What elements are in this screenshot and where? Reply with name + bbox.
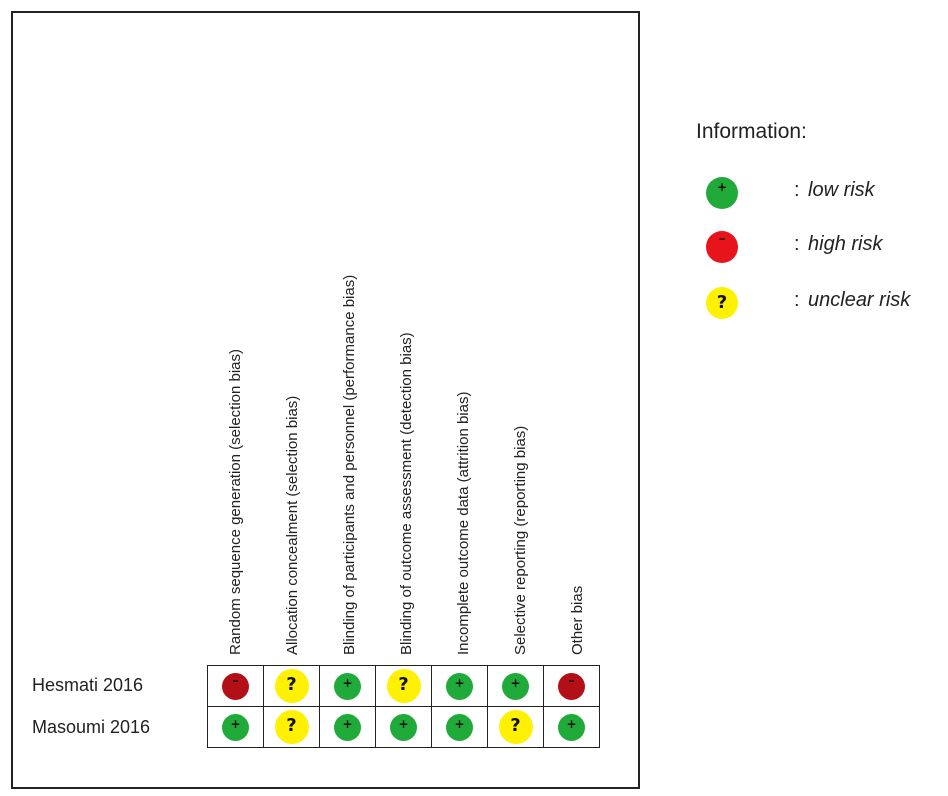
risk-symbol: + — [510, 675, 521, 690]
risk-symbol: – — [232, 673, 239, 689]
low-risk-icon: + — [502, 672, 529, 700]
low-risk-icon: + — [390, 713, 417, 741]
study-name: Hesmati 2016 — [32, 675, 144, 695]
risk-symbol: ? — [286, 715, 297, 736]
risk-cell: – — [207, 665, 264, 707]
risk-cell: ? — [487, 706, 544, 748]
column-header: Other bias — [568, 585, 586, 655]
unclear-risk-icon: ? — [274, 669, 309, 703]
risk-cell: + — [431, 665, 488, 707]
low-risk-icon: + — [222, 713, 249, 741]
column-header: Random sequence generation (selection bi… — [226, 348, 244, 655]
risk-symbol: – — [568, 673, 575, 689]
risk-symbol: – — [718, 232, 726, 247]
risk-symbol: + — [566, 716, 577, 731]
risk-cell: + — [319, 665, 376, 707]
unclear-risk-icon: ? — [274, 710, 309, 744]
risk-symbol: + — [454, 716, 465, 731]
risk-symbol: ? — [286, 674, 297, 695]
risk-cell: – — [543, 665, 600, 707]
risk-cell: ? — [263, 706, 320, 748]
risk-cell: + — [487, 665, 544, 707]
legend-colon: : — [794, 233, 800, 255]
unclear-risk-icon: ? — [706, 287, 738, 319]
risk-symbol: ? — [716, 292, 728, 313]
legend-label: unclear risk — [808, 289, 911, 311]
unclear-risk-icon: ? — [386, 669, 421, 703]
column-header: Blinding of participants and personnel (… — [340, 274, 358, 655]
low-risk-icon: + — [446, 672, 473, 700]
high-risk-icon: – — [558, 672, 585, 700]
risk-symbol: + — [454, 675, 465, 690]
legend-label: high risk — [808, 233, 883, 255]
risk-symbol: ? — [398, 674, 409, 695]
risk-cell: ? — [263, 665, 320, 707]
low-risk-icon: + — [706, 177, 738, 209]
column-header: Incomplete outcome data (attrition bias) — [454, 391, 472, 655]
risk-cell: + — [207, 706, 264, 748]
risk-cell: + — [319, 706, 376, 748]
low-risk-icon: + — [446, 713, 473, 741]
risk-cell: + — [431, 706, 488, 748]
risk-cell: + — [375, 706, 432, 748]
risk-symbol: + — [342, 675, 353, 690]
legend-label: low risk — [808, 179, 875, 201]
risk-symbol: + — [716, 180, 728, 194]
low-risk-icon: + — [334, 672, 361, 700]
risk-cell: + — [543, 706, 600, 748]
legend-title: Information: — [696, 120, 807, 143]
unclear-risk-icon: ? — [498, 710, 533, 744]
high-risk-icon: – — [222, 672, 249, 700]
low-risk-icon: + — [334, 713, 361, 741]
risk-of-bias-panel: Random sequence generation (selection bi… — [11, 11, 640, 789]
column-header: Allocation concealment (selection bias) — [283, 395, 301, 655]
risk-cell: ? — [375, 665, 432, 707]
risk-symbol: + — [342, 716, 353, 731]
risk-symbol: ? — [510, 715, 521, 736]
low-risk-icon: + — [558, 713, 585, 741]
study-name: Masoumi 2016 — [32, 717, 151, 737]
high-risk-icon: – — [706, 231, 738, 263]
risk-symbol: + — [230, 716, 241, 731]
column-header: Selective reporting (reporting bias) — [511, 425, 529, 655]
legend-colon: : — [794, 179, 800, 201]
column-header: Blinding of outcome assessment (detectio… — [397, 332, 415, 655]
legend-colon: : — [794, 289, 800, 311]
risk-symbol: + — [398, 716, 409, 731]
